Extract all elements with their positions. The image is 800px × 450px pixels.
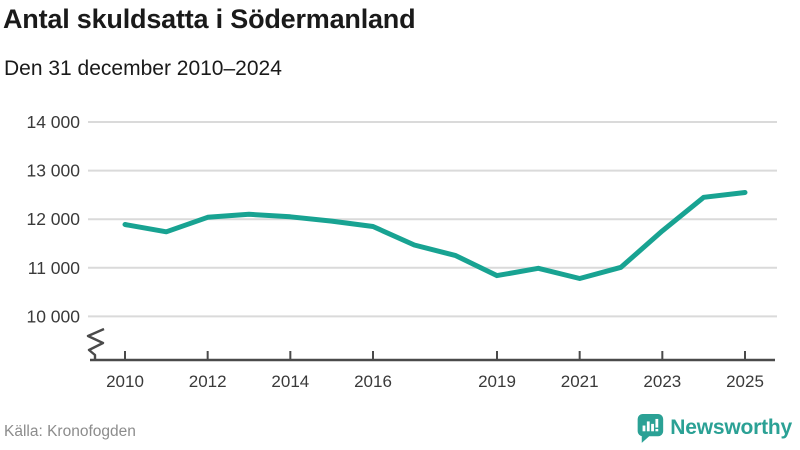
x-tick-label: 2014	[271, 372, 309, 391]
brand-name: Newsworthy	[670, 416, 792, 439]
data-line	[122, 190, 748, 281]
x-tick-label: 2016	[354, 372, 392, 391]
x-tick-label: 2021	[561, 372, 599, 391]
source-label: Källa: Kronofogden	[4, 423, 136, 440]
x-tick-label: 2023	[643, 372, 681, 391]
y-tick-label: 13 000	[26, 161, 80, 181]
newsworthy-logo: Newsworthy	[636, 413, 792, 443]
chart-header: Antal skuldsatta i Södermanland Den 31 d…	[3, 4, 797, 81]
y-axis-break-icon	[86, 327, 105, 359]
x-tick-label: 2012	[189, 372, 227, 391]
x-tick-label: 2019	[478, 372, 516, 391]
chart-subtitle: Den 31 december 2010–2024	[4, 57, 282, 81]
y-tick-label: 14 000	[26, 112, 80, 132]
y-tick-label: 10 000	[26, 306, 80, 326]
x-tick-label: 2010	[106, 372, 144, 391]
x-tick-label: 2025	[726, 372, 764, 391]
page-title: Antal skuldsatta i Södermanland	[3, 4, 416, 34]
y-tick-label: 12 000	[26, 209, 80, 229]
y-tick-label: 11 000	[28, 258, 80, 278]
newsworthy-icon	[637, 414, 664, 443]
